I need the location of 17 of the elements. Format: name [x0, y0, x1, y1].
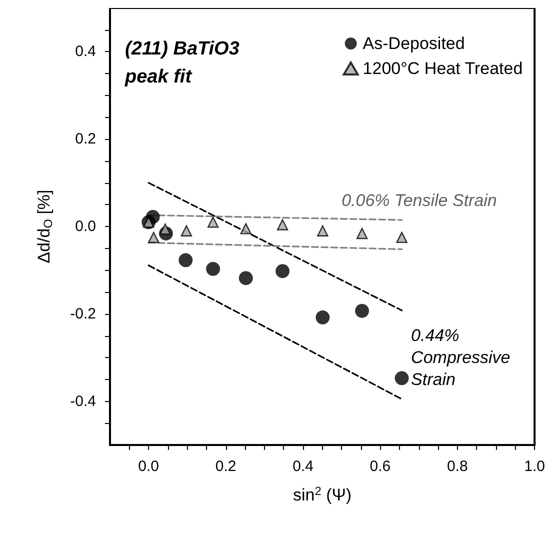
y-axis-title: Δd/dO [%] — [34, 190, 55, 264]
legend-label: 1200°C Heat Treated — [362, 59, 523, 78]
y-tick-label: -0.2 — [70, 305, 96, 322]
x-tick-label: 0.6 — [370, 458, 391, 475]
legend-label: As-Deposited — [362, 34, 465, 53]
y-tick-label: 0.4 — [75, 43, 96, 60]
x-tick-label: 1.0 — [524, 458, 546, 475]
y-tick-label: -0.4 — [70, 392, 96, 410]
y-tick-label: 0.2 — [75, 130, 96, 148]
x-tick-label: 0.8 — [446, 458, 468, 475]
x-tick-label: 0.0 — [138, 458, 160, 475]
y-tick-label: 0.0 — [75, 218, 96, 235]
x-tick-label: 0.2 — [215, 458, 236, 475]
annotation: 0.44% Compressive Strain — [411, 326, 510, 390]
x-tick-label: 0.4 — [292, 458, 314, 475]
text: (211) BaTiO3 peak fit — [124, 38, 240, 88]
annotation: 0.06% Tensile Strain — [342, 190, 497, 210]
